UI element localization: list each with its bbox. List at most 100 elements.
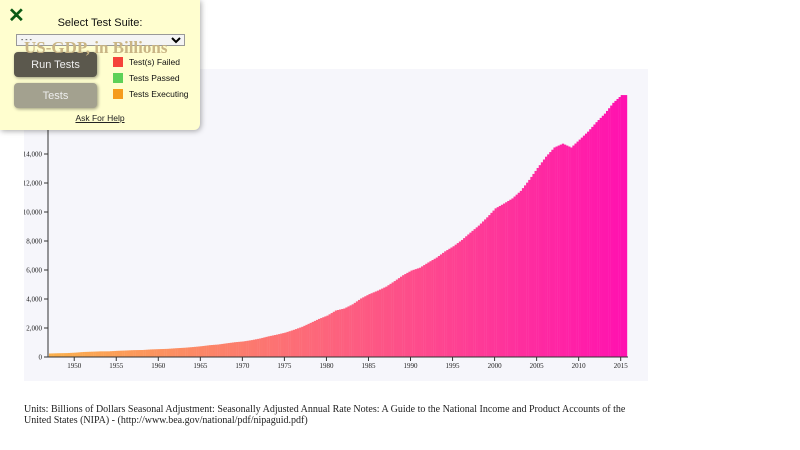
bar [393, 281, 396, 357]
bar [267, 336, 270, 357]
bar [439, 254, 443, 357]
bar [357, 299, 361, 357]
bar [103, 351, 106, 357]
bar [284, 332, 287, 357]
bar [70, 352, 73, 357]
bar [82, 351, 85, 357]
bar [372, 292, 375, 357]
x-tick-label: 1955 [109, 362, 124, 370]
bar [254, 339, 258, 357]
bar [84, 351, 88, 357]
bar [551, 149, 554, 357]
bar [341, 309, 344, 357]
bar [370, 293, 373, 357]
bar [366, 295, 369, 357]
bar [55, 353, 58, 357]
bar [114, 350, 117, 357]
x-tick-label: 1950 [67, 362, 82, 370]
bar [582, 135, 586, 357]
tests-button[interactable]: Tests [14, 83, 97, 108]
bar [116, 350, 119, 357]
bar [389, 283, 392, 357]
bar [614, 100, 617, 358]
bar [486, 217, 489, 357]
bar [465, 236, 468, 357]
bar [500, 204, 504, 357]
bar [536, 167, 539, 357]
bar [303, 325, 306, 357]
bar [206, 345, 209, 357]
bar [49, 353, 52, 357]
bar [63, 353, 67, 357]
bar [265, 336, 268, 357]
bar [120, 350, 123, 357]
bar [433, 258, 436, 357]
bar [505, 202, 508, 357]
bar [477, 225, 481, 357]
bar [166, 348, 170, 357]
bar [395, 279, 399, 357]
bar [280, 333, 283, 357]
bar [347, 306, 350, 357]
bar [263, 337, 266, 357]
bar [250, 340, 254, 357]
bar [601, 115, 605, 358]
bar [496, 207, 499, 357]
test-suite-select[interactable]: - - - [16, 34, 185, 46]
chart-footer-notes: Units: Billions of Dollars Seasonal Adju… [24, 404, 626, 426]
bar [624, 95, 628, 358]
bar [532, 173, 535, 357]
bar [580, 137, 584, 357]
bar [80, 352, 83, 357]
bar [402, 275, 405, 357]
bar [233, 342, 237, 357]
bar [315, 319, 319, 357]
bar [589, 129, 592, 357]
bar [307, 323, 310, 357]
bar [162, 348, 165, 357]
bar [164, 348, 167, 357]
bar [95, 351, 98, 357]
bar [105, 351, 109, 357]
bar [364, 296, 367, 357]
bar [349, 305, 352, 357]
bar [387, 285, 390, 357]
bar [339, 309, 342, 357]
x-tick-label: 1965 [193, 362, 208, 370]
close-x-icon[interactable]: ✕ [8, 5, 25, 27]
bar [170, 348, 174, 357]
bar [139, 350, 142, 357]
bar [605, 110, 609, 357]
bar [137, 350, 140, 357]
bar [109, 351, 113, 357]
bar [112, 351, 115, 357]
bar [406, 272, 409, 357]
bar [458, 241, 462, 357]
run-tests-button[interactable]: Run Tests [14, 52, 97, 77]
bar [423, 265, 426, 357]
bar [511, 198, 514, 357]
bar [400, 276, 403, 357]
bar [198, 346, 201, 357]
bar [570, 147, 573, 357]
bar [61, 353, 64, 357]
bar [608, 108, 611, 357]
x-tick-label: 1975 [277, 362, 292, 370]
bar [311, 321, 315, 357]
bar [297, 328, 300, 357]
x-tick-label: 1960 [151, 362, 166, 370]
bar [538, 165, 542, 357]
bar [444, 251, 447, 357]
bar [219, 344, 222, 357]
bar [326, 315, 329, 357]
bar [130, 350, 134, 357]
bar [185, 347, 188, 357]
gdp-bar-chart: 0 2,000 4,000 6,000 8,000 10,000 12,000 14,000 1… [24, 69, 648, 381]
bar [593, 124, 596, 357]
bar [59, 353, 62, 357]
bar [212, 344, 216, 357]
bar [301, 326, 304, 357]
bar [227, 343, 230, 357]
bar [528, 179, 531, 357]
ask-for-help-link[interactable]: Ask For Help [75, 113, 125, 123]
